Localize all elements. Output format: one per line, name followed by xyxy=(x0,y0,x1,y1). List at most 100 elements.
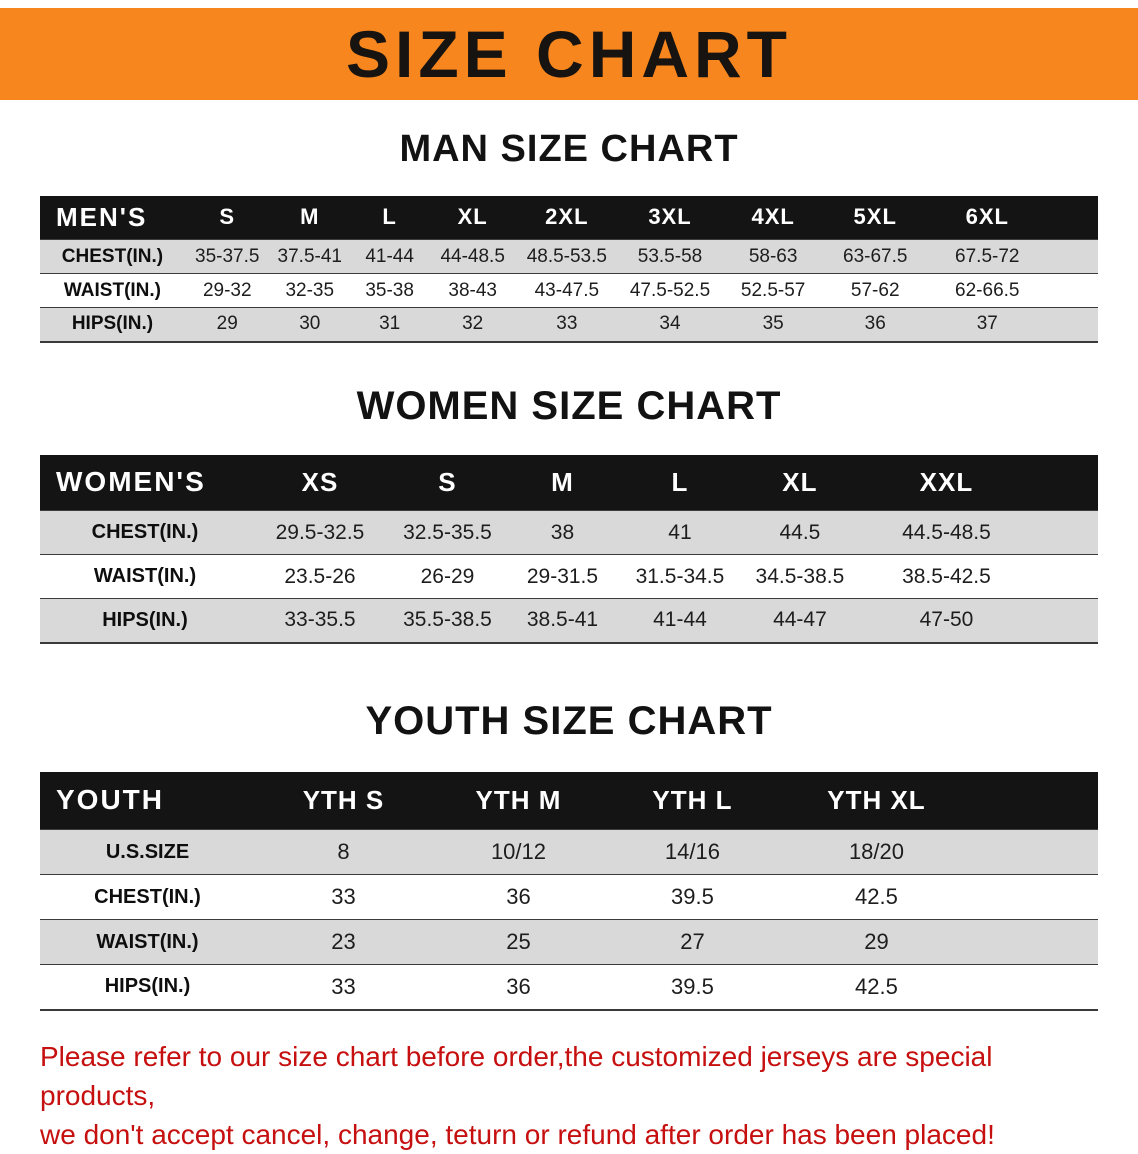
size-column-header: XL xyxy=(739,454,860,511)
youth-section-heading: YOUTH SIZE CHART xyxy=(365,698,773,743)
table-header-row: MEN'S S M L XL 2XL 3XL 4XL 5XL 6XL xyxy=(40,195,1098,240)
size-column-header: L xyxy=(619,454,740,511)
measurement-cell: 42.5 xyxy=(779,874,1098,920)
measurement-cell: 33 xyxy=(254,964,432,1010)
measurement-cell: 29 xyxy=(779,919,1098,965)
measurement-cell: 32-35 xyxy=(269,273,350,308)
measurement-cell: 38-43 xyxy=(429,273,517,308)
measurement-cell: 29 xyxy=(184,307,270,342)
measurement-cell: 41 xyxy=(619,510,740,555)
measurement-cell: 44.5-48.5 xyxy=(859,510,1098,555)
size-column-header: S xyxy=(184,195,270,240)
table-row: WAIST(IN.) 29-32 32-35 35-38 38-43 43-47.5 47.… xyxy=(40,273,1098,308)
row-label: HIPS(IN.) xyxy=(40,598,250,643)
page-title: SIZE CHART xyxy=(346,17,792,91)
measurement-cell: 32 xyxy=(429,307,517,342)
measurement-cell: 47.5-52.5 xyxy=(617,273,723,308)
table-title-cell: WOMEN'S xyxy=(40,454,250,511)
measurement-cell: 14/16 xyxy=(604,829,780,875)
measurement-cell: 35-37.5 xyxy=(184,239,270,274)
footer-note-line2: we don't accept cancel, change, teturn o… xyxy=(40,1119,995,1151)
size-column-header: L xyxy=(349,195,430,240)
measurement-cell: 39.5 xyxy=(604,964,780,1010)
measurement-cell: 36 xyxy=(823,307,927,342)
measurement-cell: 35 xyxy=(722,307,824,342)
measurement-cell: 18/20 xyxy=(779,829,1098,875)
row-label: CHEST(IN.) xyxy=(40,510,250,555)
measurement-cell: 33 xyxy=(254,874,432,920)
row-label: WAIST(IN.) xyxy=(40,273,185,308)
measurement-cell: 37.5-41 xyxy=(269,239,350,274)
measurement-cell: 62-66.5 xyxy=(926,273,1098,308)
measurement-cell: 67.5-72 xyxy=(926,239,1098,274)
table-row: CHEST(IN.) 33 36 39.5 42.5 xyxy=(40,874,1098,920)
youth-size-table: YOUTH YTH S YTH M YTH L YTH XL U.S.SIZE 8 10/12… xyxy=(40,771,1098,1011)
size-column-header: 6XL xyxy=(926,195,1098,240)
measurement-cell: 8 xyxy=(254,829,432,875)
size-column-header: XXL xyxy=(859,454,1098,511)
measurement-cell: 48.5-53.5 xyxy=(516,239,618,274)
measurement-cell: 29.5-32.5 xyxy=(250,510,390,555)
measurement-cell: 44-47 xyxy=(739,598,860,643)
size-column-header: YTH S xyxy=(254,771,432,830)
measurement-cell: 10/12 xyxy=(431,829,605,875)
size-column-header: M xyxy=(504,454,620,511)
size-column-header: YTH M xyxy=(431,771,605,830)
measurement-cell: 31 xyxy=(349,307,430,342)
table-title-cell: MEN'S xyxy=(40,195,185,240)
footer-note: Please refer to our size chart before or… xyxy=(40,1037,1100,1154)
size-column-header: YTH L xyxy=(604,771,780,830)
size-column-header: XL xyxy=(429,195,517,240)
measurement-cell: 35-38 xyxy=(349,273,430,308)
size-column-header: S xyxy=(389,454,505,511)
measurement-cell: 43-47.5 xyxy=(516,273,618,308)
measurement-cell: 36 xyxy=(431,874,605,920)
measurement-cell: 33 xyxy=(516,307,618,342)
row-label: HIPS(IN.) xyxy=(40,307,185,342)
size-column-header: XS xyxy=(250,454,390,511)
size-column-header: M xyxy=(269,195,350,240)
measurement-cell: 23 xyxy=(254,919,432,965)
women-section-heading: WOMEN SIZE CHART xyxy=(356,383,782,428)
measurement-cell: 53.5-58 xyxy=(617,239,723,274)
table-header-row: YOUTH YTH S YTH M YTH L YTH XL xyxy=(40,771,1098,830)
measurement-cell: 34.5-38.5 xyxy=(739,554,860,599)
measurement-cell: 36 xyxy=(431,964,605,1010)
table-row: U.S.SIZE 8 10/12 14/16 18/20 xyxy=(40,829,1098,875)
measurement-cell: 32.5-35.5 xyxy=(389,510,505,555)
measurement-cell: 26-29 xyxy=(389,554,505,599)
measurement-cell: 35.5-38.5 xyxy=(389,598,505,643)
measurement-cell: 44-48.5 xyxy=(429,239,517,274)
measurement-cell: 57-62 xyxy=(823,273,927,308)
measurement-cell: 38.5-41 xyxy=(504,598,620,643)
row-label: CHEST(IN.) xyxy=(40,239,185,274)
measurement-cell: 39.5 xyxy=(604,874,780,920)
measurement-cell: 29-32 xyxy=(184,273,270,308)
measurement-cell: 34 xyxy=(617,307,723,342)
measurement-cell: 38.5-42.5 xyxy=(859,554,1098,599)
measurement-cell: 23.5-26 xyxy=(250,554,390,599)
measurement-cell: 47-50 xyxy=(859,598,1098,643)
section-women: WOMEN SIZE CHART WOMEN'S XS S M L XL XXL CHEST(… xyxy=(0,383,1138,644)
measurement-cell: 58-63 xyxy=(722,239,824,274)
row-label: WAIST(IN.) xyxy=(40,554,250,599)
measurement-cell: 29-31.5 xyxy=(504,554,620,599)
measurement-cell: 42.5 xyxy=(779,964,1098,1010)
measurement-cell: 44.5 xyxy=(739,510,860,555)
men-size-table: MEN'S S M L XL 2XL 3XL 4XL 5XL 6XL CHEST(IN.) 35-37… xyxy=(40,195,1098,343)
row-label: HIPS(IN.) xyxy=(40,964,255,1010)
measurement-cell: 30 xyxy=(269,307,350,342)
men-section-heading: MAN SIZE CHART xyxy=(399,128,739,170)
measurement-cell: 63-67.5 xyxy=(823,239,927,274)
table-header-row: WOMEN'S XS S M L XL XXL xyxy=(40,454,1098,511)
measurement-cell: 31.5-34.5 xyxy=(619,554,740,599)
women-size-table: WOMEN'S XS S M L XL XXL CHEST(IN.) 29.5-32.5 32.5… xyxy=(40,454,1098,644)
size-column-header: 3XL xyxy=(617,195,723,240)
size-chart-page: SIZE CHART MAN SIZE CHART MEN'S S M L XL 2XL 3… xyxy=(0,8,1138,1154)
table-title-cell: YOUTH xyxy=(40,771,255,830)
size-column-header: 5XL xyxy=(823,195,927,240)
measurement-cell: 25 xyxy=(431,919,605,965)
section-men: MAN SIZE CHART MEN'S S M L XL 2XL 3XL 4XL 5XL 6XL… xyxy=(0,128,1138,343)
size-column-header: 4XL xyxy=(722,195,824,240)
table-row: CHEST(IN.) 35-37.5 37.5-41 41-44 44-48.5 48.5… xyxy=(40,239,1098,274)
